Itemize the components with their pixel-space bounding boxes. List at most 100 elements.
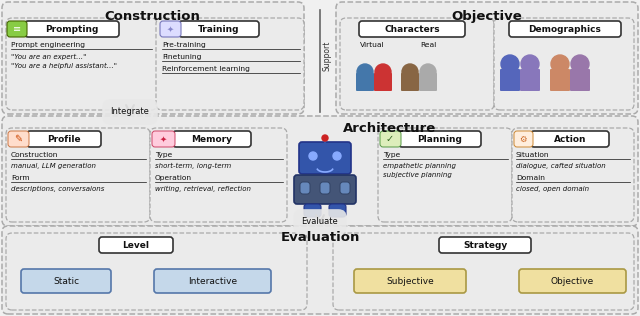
FancyBboxPatch shape xyxy=(374,73,392,91)
FancyBboxPatch shape xyxy=(550,69,570,91)
Text: Domain: Domain xyxy=(516,175,545,181)
FancyBboxPatch shape xyxy=(399,131,481,147)
Text: manual, LLM generation: manual, LLM generation xyxy=(11,163,96,169)
Text: Prompt engineering: Prompt engineering xyxy=(11,42,85,48)
Text: Subjective: Subjective xyxy=(386,276,434,285)
FancyBboxPatch shape xyxy=(6,233,307,310)
FancyBboxPatch shape xyxy=(294,175,356,204)
Circle shape xyxy=(420,64,436,80)
FancyBboxPatch shape xyxy=(514,131,533,147)
FancyBboxPatch shape xyxy=(359,21,465,37)
Text: subjective planning: subjective planning xyxy=(383,172,452,178)
Text: Situation: Situation xyxy=(516,152,550,158)
Text: Interactive: Interactive xyxy=(188,276,237,285)
FancyBboxPatch shape xyxy=(21,269,111,293)
FancyBboxPatch shape xyxy=(340,182,350,194)
FancyBboxPatch shape xyxy=(494,18,634,110)
FancyBboxPatch shape xyxy=(531,131,609,147)
Text: Integrate: Integrate xyxy=(111,107,149,117)
FancyBboxPatch shape xyxy=(160,21,181,37)
Circle shape xyxy=(357,64,373,80)
Text: Support: Support xyxy=(323,41,332,71)
Text: Profile: Profile xyxy=(47,135,81,143)
Text: dialogue, cafted situation: dialogue, cafted situation xyxy=(516,163,605,169)
Text: Objective: Objective xyxy=(452,10,522,23)
FancyBboxPatch shape xyxy=(300,182,310,194)
FancyBboxPatch shape xyxy=(99,237,173,253)
Text: closed, open domain: closed, open domain xyxy=(516,186,589,192)
FancyBboxPatch shape xyxy=(299,142,351,174)
Text: ⚙: ⚙ xyxy=(519,135,527,143)
Text: Static: Static xyxy=(53,276,79,285)
FancyBboxPatch shape xyxy=(150,128,287,222)
Text: Operation: Operation xyxy=(155,175,192,181)
Text: Planning: Planning xyxy=(417,135,463,143)
FancyBboxPatch shape xyxy=(152,131,175,147)
FancyBboxPatch shape xyxy=(173,131,251,147)
Text: Training: Training xyxy=(198,25,240,33)
Circle shape xyxy=(501,55,519,73)
Text: Architecture: Architecture xyxy=(344,122,436,135)
FancyBboxPatch shape xyxy=(500,69,520,91)
Text: ✓: ✓ xyxy=(386,134,394,144)
Text: Pre-training: Pre-training xyxy=(162,42,205,48)
FancyBboxPatch shape xyxy=(2,226,638,314)
Text: Form: Form xyxy=(11,175,29,181)
Text: Prompting: Prompting xyxy=(45,25,99,33)
FancyBboxPatch shape xyxy=(380,131,401,147)
FancyBboxPatch shape xyxy=(329,204,346,217)
Text: Objective: Objective xyxy=(551,276,594,285)
Circle shape xyxy=(551,55,569,73)
Text: writing, retrieval, reflection: writing, retrieval, reflection xyxy=(155,186,251,192)
FancyBboxPatch shape xyxy=(8,131,29,147)
FancyBboxPatch shape xyxy=(419,73,437,91)
FancyBboxPatch shape xyxy=(520,69,540,91)
FancyBboxPatch shape xyxy=(27,131,101,147)
Text: "You are a helpful assistant…": "You are a helpful assistant…" xyxy=(11,63,117,69)
Text: Action: Action xyxy=(554,135,586,143)
FancyBboxPatch shape xyxy=(2,2,304,114)
FancyBboxPatch shape xyxy=(25,21,119,37)
Text: Construction: Construction xyxy=(104,10,200,23)
Text: Evaluate: Evaluate xyxy=(301,217,339,227)
Text: empathetic planning: empathetic planning xyxy=(383,163,456,169)
Circle shape xyxy=(402,64,418,80)
FancyBboxPatch shape xyxy=(179,21,259,37)
FancyBboxPatch shape xyxy=(439,237,531,253)
Circle shape xyxy=(333,152,341,160)
Text: "You are an expert…": "You are an expert…" xyxy=(11,54,86,60)
Circle shape xyxy=(375,64,391,80)
Text: Construction: Construction xyxy=(11,152,58,158)
FancyBboxPatch shape xyxy=(512,128,634,222)
FancyBboxPatch shape xyxy=(519,269,626,293)
Text: short-term, long-term: short-term, long-term xyxy=(155,163,231,169)
FancyBboxPatch shape xyxy=(354,269,466,293)
Circle shape xyxy=(571,55,589,73)
FancyBboxPatch shape xyxy=(154,269,271,293)
FancyBboxPatch shape xyxy=(6,18,157,110)
FancyBboxPatch shape xyxy=(378,128,512,222)
FancyBboxPatch shape xyxy=(356,73,374,91)
Text: Virtual: Virtual xyxy=(360,42,385,48)
Text: ≡: ≡ xyxy=(13,24,21,34)
FancyBboxPatch shape xyxy=(320,182,330,194)
Text: ✎: ✎ xyxy=(14,134,22,144)
Text: Characters: Characters xyxy=(384,25,440,33)
Text: Evaluation: Evaluation xyxy=(280,231,360,244)
Circle shape xyxy=(309,152,317,160)
FancyBboxPatch shape xyxy=(340,18,494,110)
Text: Demographics: Demographics xyxy=(529,25,602,33)
FancyBboxPatch shape xyxy=(6,128,150,222)
FancyBboxPatch shape xyxy=(156,18,304,110)
FancyBboxPatch shape xyxy=(401,73,419,91)
FancyBboxPatch shape xyxy=(304,204,321,217)
Text: Level: Level xyxy=(122,240,150,250)
Text: Memory: Memory xyxy=(191,135,232,143)
Circle shape xyxy=(521,55,539,73)
Text: ✦: ✦ xyxy=(159,135,166,143)
Circle shape xyxy=(322,135,328,141)
Text: Strategy: Strategy xyxy=(463,240,507,250)
FancyBboxPatch shape xyxy=(2,116,638,226)
Text: Reinforcement learning: Reinforcement learning xyxy=(162,66,250,72)
Text: descriptions, conversaions: descriptions, conversaions xyxy=(11,186,104,192)
